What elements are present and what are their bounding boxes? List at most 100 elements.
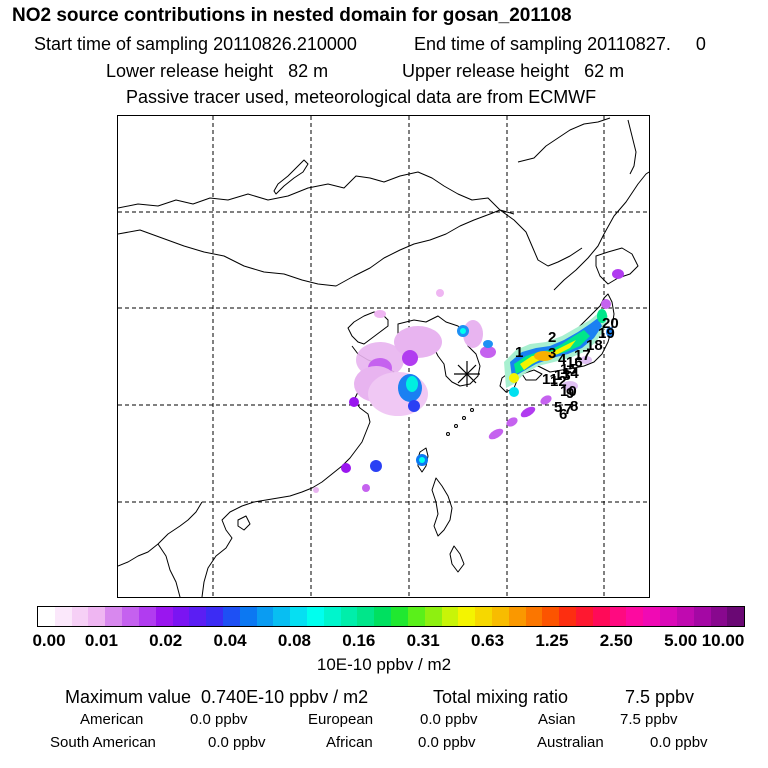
se-asia-coast [201,499,267,597]
contour-patch [509,387,519,397]
trajectory-label: 8 [570,398,578,415]
colorbar-swatch [222,607,240,626]
contour-patch [406,376,418,392]
contour-patch [483,340,493,348]
okhotsk-coast [517,117,611,163]
colorbar-swatch [38,607,55,626]
colorbar-tick-label: 0.01 [84,631,118,650]
colorbar-swatch [189,607,207,626]
contour-patch [370,460,382,472]
map-svg: 1 2 3 4 5 6 7 8 9 10 11 12 13 14 15 16 1… [118,116,649,597]
region-value: 0.0 ppbv [420,711,478,728]
colorbar-swatch [542,607,560,626]
russia-border [118,171,515,215]
region-value: 0.0 ppbv [418,734,476,751]
contour-patch [580,356,592,364]
colorbar-swatch [340,607,358,626]
contour-patch [349,397,359,407]
colorbar-swatch [290,607,307,626]
colorbar-swatch [307,607,324,626]
amur-river [499,209,583,267]
colorbar-swatch [710,607,728,626]
trajectory-label: 4 [558,351,567,368]
colorbar-tick-label: 0.02 [149,631,183,650]
trajectory-label: 15 [560,361,577,378]
colorbar-tick-label: 0.31 [406,631,440,650]
region-name: Australian [537,734,604,751]
colorbar-swatch [643,607,661,626]
mekong-border [157,543,181,597]
colorbar-swatch [138,607,156,626]
colorbar-swatch [626,607,644,626]
colorbar-swatch [323,607,341,626]
colorbar-swatch [71,607,89,626]
colorbar-swatch [155,607,173,626]
trajectory-label: 10 [560,383,577,400]
asterisk-icon [454,361,480,387]
contour-patch [394,326,442,358]
contour-patch [362,484,370,492]
shikoku [521,369,543,381]
trajectory-label: 7 [564,401,572,418]
ryukyu-island [446,432,450,436]
colorbar-tick-label: 5.00 [664,631,698,650]
colorbar-unit: 10E-10 ppbv / m2 [316,655,452,674]
contour-patch [606,327,614,337]
lower-release-label: Lower release height 82 m [106,61,329,81]
colorbar-swatch [122,607,139,626]
total-mixing-label: Total mixing ratio [433,687,569,707]
hainan [237,515,251,531]
trajectory-label: 5 [554,399,562,416]
colorbar-swatch [508,607,526,626]
colorbar-swatch [172,607,190,626]
contour-patch [562,381,578,391]
colorbar-swatch [491,607,509,626]
trajectory-label: 6 [559,406,567,423]
map-panel: 1 2 3 4 5 6 7 8 9 10 11 12 13 14 15 16 1… [117,115,650,598]
ryukyu-island [462,416,466,420]
indochina-border [118,501,203,567]
colorbar-swatch [239,607,257,626]
trajectory-label: 18 [586,337,603,354]
region-value: 0.0 ppbv [208,734,266,751]
contour-patch [436,289,444,297]
region-value: 0.0 ppbv [190,711,248,728]
contour-patch [374,310,386,318]
colorbar-swatch [105,607,123,626]
ryukyu-island [454,424,458,428]
colorbar-swatch [391,607,408,626]
colorbar-swatch [357,607,375,626]
contour-patch [460,328,466,334]
colorbar-swatch [475,607,492,626]
colorbar-swatch [525,607,543,626]
colorbar-tick-label: 2.50 [599,631,633,650]
trajectory-label: 12 [550,373,567,390]
colorbar [37,606,745,627]
contour-patch [612,269,624,279]
colorbar-swatch [576,607,593,626]
region-value: 0.0 ppbv [650,734,708,751]
contour-patch [534,351,554,361]
trajectory-label: 1 [515,344,523,361]
total-mixing-value: 7.5 ppbv [625,687,695,707]
contour-patch [341,463,351,473]
contour-patch [313,487,319,493]
colorbar-swatch [693,607,711,626]
colorbar-swatch [592,607,610,626]
contour-patch [509,373,519,383]
upper-release-label: Upper release height 62 m [402,61,625,81]
colorbar-tick-label: 0.08 [277,631,311,650]
colorbar-swatch [727,607,745,626]
concentration-field [313,269,624,493]
data-source-note: Passive tracer used, meteorological data… [126,87,597,107]
trajectory-label: 17 [574,347,591,364]
start-time-label: Start time of sampling 20110826.210000 [34,34,357,54]
trajectory-labels: 1 2 3 4 5 6 7 8 9 10 11 12 13 14 15 16 1… [515,315,619,423]
far-east-coast [553,171,649,291]
region-name: European [308,711,374,728]
coastlines [118,117,649,597]
contour-patch [601,299,611,309]
colorbar-swatch [458,607,476,626]
trajectory-label: 11 [542,371,558,388]
plot-title: NO2 source contributions in nested domai… [12,5,572,26]
